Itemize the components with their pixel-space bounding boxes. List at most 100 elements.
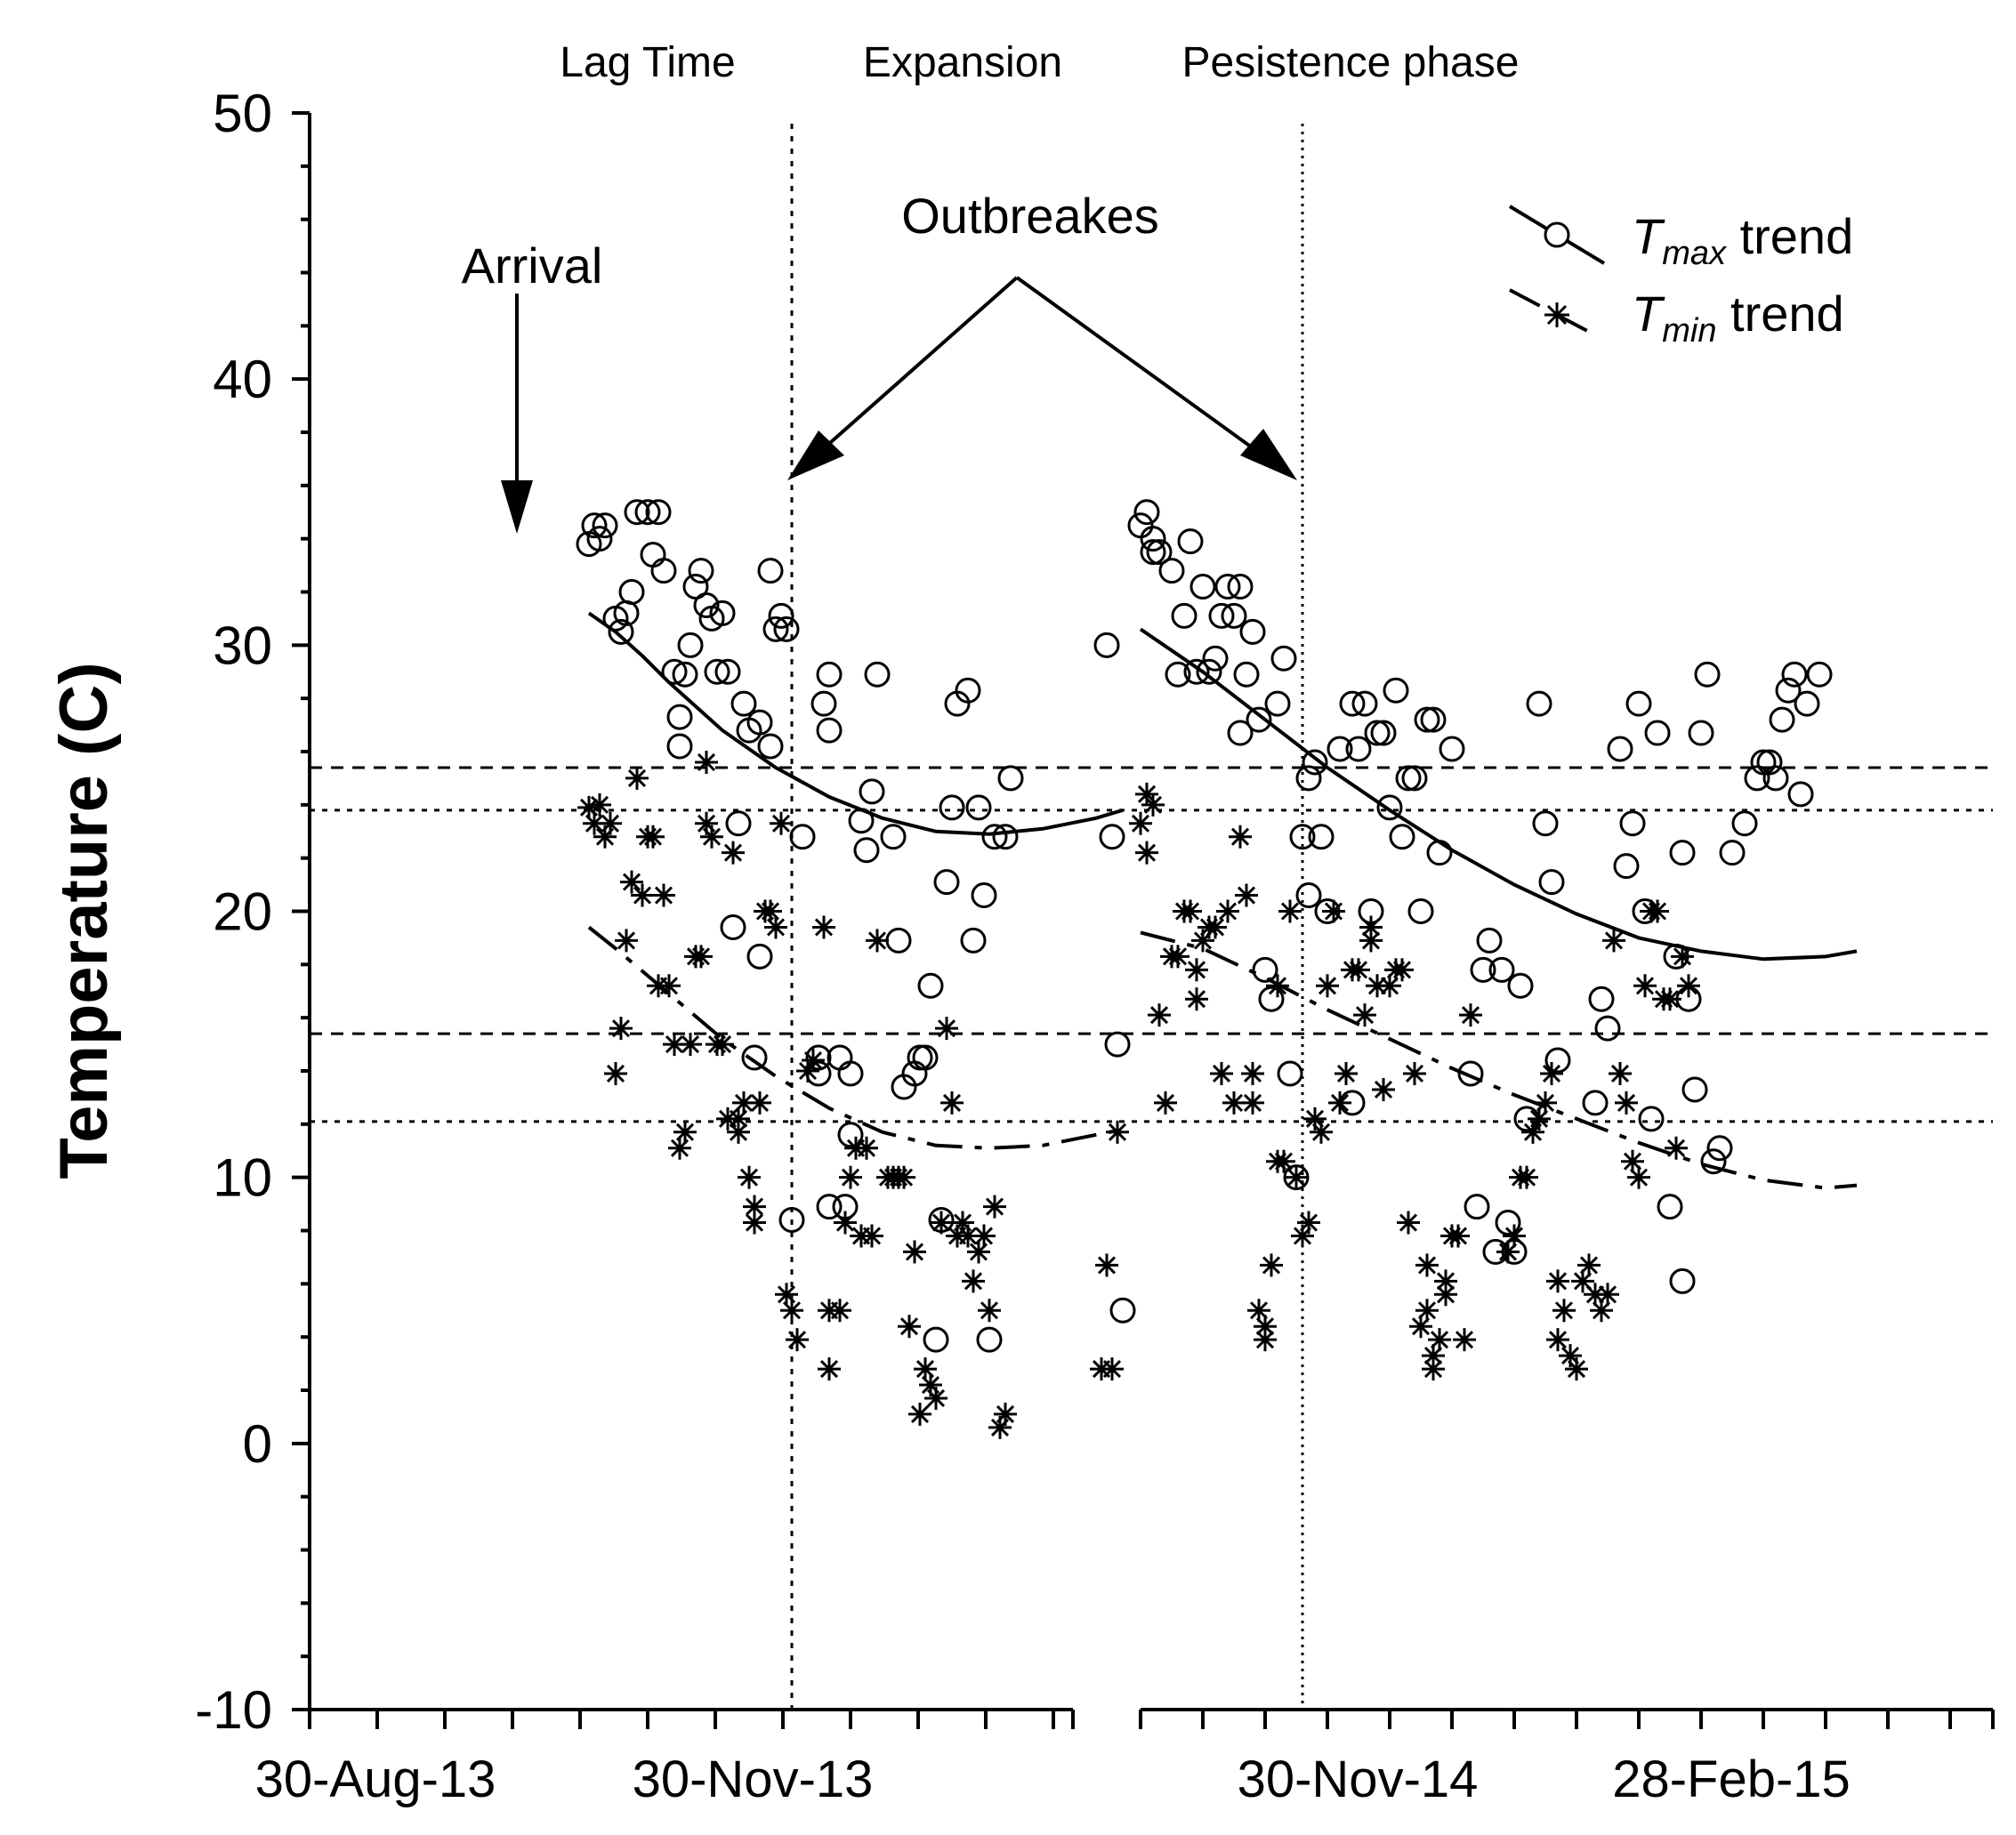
x-tick-label-28-feb-15: 28-Feb-15: [1612, 1750, 1851, 1808]
tmax-point: [1756, 749, 1783, 776]
tmax-point: [592, 512, 618, 539]
tmax-point: [837, 1122, 864, 1148]
tmax-point: [1744, 765, 1770, 792]
tmax-point: [1694, 661, 1721, 688]
tmax-point: [741, 1044, 768, 1071]
tmin-point: [711, 1033, 734, 1057]
tmin-point: [898, 1315, 921, 1339]
axes: -10 0 10 20 30 40 50: [195, 84, 1995, 1740]
tmin-point: [908, 1402, 931, 1426]
legend-tmin-label: Tmin trend: [1632, 286, 1844, 350]
tmin-point: [668, 1136, 691, 1160]
tmin-point: [620, 870, 643, 894]
tmin-point: [892, 1165, 915, 1189]
tmax-point: [1719, 840, 1746, 866]
tmin-point: [652, 883, 675, 907]
tmin-point: [1546, 1269, 1569, 1293]
tmax-point: [1171, 602, 1198, 629]
tmax-point: [880, 824, 907, 850]
tmax-point: [746, 943, 773, 970]
tmax-point: [917, 972, 944, 999]
tmin-point: [748, 1091, 771, 1115]
tmin-trend-line: [587, 925, 1124, 1150]
tmin-point: [1241, 1091, 1264, 1115]
reference-lines: [310, 766, 1993, 1123]
legend-tmin-line: [1509, 288, 1605, 342]
tmin-trend-line: [1140, 930, 1858, 1190]
tmax-point: [1439, 736, 1465, 762]
tmin-point: [1216, 899, 1239, 923]
y-tick-label: 20: [213, 882, 272, 942]
tmax-point: [805, 1044, 832, 1071]
legend-tmin-marker: [1544, 302, 1569, 327]
tmin-point: [770, 811, 793, 835]
tmin-point: [1101, 1357, 1124, 1381]
tmin-point: [1141, 793, 1165, 817]
tmax-point: [1383, 677, 1409, 704]
tmin-point: [1254, 1315, 1277, 1339]
y-tick-label: -10: [195, 1680, 272, 1740]
tmin-point: [962, 1269, 985, 1293]
tmax-point: [976, 1326, 1003, 1353]
tmin-point: [1397, 1211, 1420, 1235]
tmin-point: [1241, 1061, 1264, 1085]
tmax-point: [1295, 882, 1322, 909]
tmax-point: [1582, 1090, 1609, 1116]
tmin-point: [738, 1165, 761, 1189]
tmax-point: [1189, 574, 1216, 600]
tmax-point: [1208, 602, 1235, 629]
x-tick-label-30-nov-13: 30-Nov-13: [633, 1750, 874, 1808]
tmax-point: [1775, 677, 1802, 704]
tmin-point: [1235, 883, 1258, 907]
tmax-point: [1202, 645, 1229, 672]
tmax-point: [965, 794, 992, 821]
tmin-point: [641, 825, 665, 849]
tmax-point: [1389, 824, 1415, 850]
tmax-point: [1327, 736, 1353, 762]
tmin-point: [1316, 974, 1339, 998]
tmax-point: [1731, 810, 1758, 837]
tmax-point: [1538, 869, 1565, 896]
tmin-point: [1353, 1003, 1376, 1027]
tmax-point: [1669, 1268, 1696, 1294]
phase-label-persistence: Pesistence phase: [1182, 39, 1520, 86]
tmin-point: [1204, 915, 1227, 939]
y-tick-label: 50: [213, 84, 272, 143]
tmax-point: [1339, 1090, 1366, 1116]
tmin-point: [631, 883, 654, 907]
tmax-point: [939, 794, 965, 821]
tmax-point: [1526, 690, 1552, 717]
tmin-point: [1403, 1061, 1426, 1085]
tmax-point: [666, 733, 693, 760]
tmin-point: [1565, 1357, 1588, 1381]
tmax-point: [1289, 824, 1316, 850]
legend: Tmax trend Tmin trend: [1508, 205, 1853, 350]
tmax-point: [1513, 1106, 1540, 1132]
tmax-point: [650, 558, 677, 584]
tmin-point: [1415, 1253, 1439, 1277]
tmin-point: [1677, 974, 1700, 998]
tmin-point: [663, 1033, 686, 1057]
arrival-annotation: Arrival: [462, 237, 603, 294]
tmin-point: [1633, 974, 1657, 998]
tmin-point: [1627, 1165, 1650, 1189]
tmax-point: [1625, 690, 1652, 717]
tmin-point: [994, 1402, 1017, 1426]
phase-label-lag-time: Lag Time: [560, 39, 735, 86]
tmax-point: [746, 709, 773, 736]
tmax-trend-line: [1139, 627, 1858, 962]
tmax-point: [859, 778, 885, 805]
tmax-point: [586, 526, 613, 552]
tmin-point: [615, 929, 638, 953]
tmin-point: [1185, 958, 1208, 982]
tmax-point: [1270, 645, 1297, 672]
tmax-point: [1277, 1060, 1303, 1087]
tmax-point: [853, 837, 880, 864]
tmin-point: [1210, 1061, 1233, 1085]
tmax-point: [1308, 824, 1335, 850]
legend-tmax-label: Tmax trend: [1632, 208, 1853, 272]
tmax-point: [1669, 840, 1696, 866]
tmin-point: [1515, 1165, 1538, 1189]
tmin-point: [866, 929, 889, 953]
tmax-point: [608, 618, 634, 645]
